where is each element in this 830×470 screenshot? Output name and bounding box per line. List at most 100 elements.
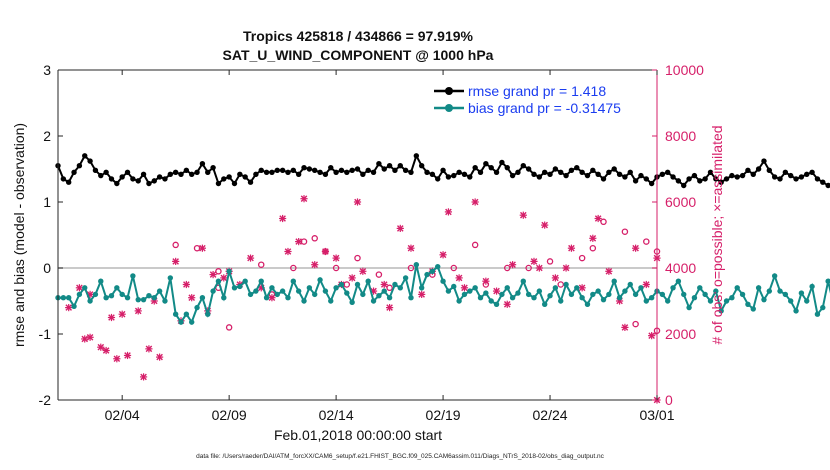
bias-point — [638, 285, 644, 291]
obs-possible-marker — [375, 271, 383, 278]
rmse-point — [381, 166, 387, 172]
obs-assimilated-marker — [492, 287, 501, 295]
bias-point — [568, 291, 575, 298]
rmse-point — [541, 169, 548, 175]
bias-point — [279, 288, 286, 294]
bias-point — [488, 298, 494, 304]
obs-assimilated-marker — [632, 244, 640, 252]
obs-assimilated-marker — [353, 198, 362, 206]
rmse-point — [547, 171, 553, 177]
bias-point — [338, 281, 345, 288]
bias-point — [809, 283, 815, 290]
obs-assimilated-marker — [396, 224, 404, 232]
rmse-point — [782, 169, 789, 175]
rmse-point — [600, 176, 607, 182]
rmse-point — [295, 171, 302, 177]
obs-assimilated-marker — [562, 264, 570, 272]
rmse-point — [745, 167, 751, 174]
rmse-point — [616, 171, 623, 177]
obs-assimilated-marker — [113, 355, 121, 363]
rmse-point — [130, 176, 136, 182]
obs-assimilated-marker — [578, 284, 586, 292]
rmse-point — [354, 166, 361, 172]
rmse-point — [135, 178, 141, 184]
y-left-tick-label: 2 — [43, 128, 51, 144]
rmse-point — [349, 167, 355, 174]
bias-point — [456, 298, 462, 304]
y-right-tick-label: 2000 — [665, 326, 696, 342]
rmse-point — [729, 172, 735, 179]
obs-assimilated-marker — [81, 335, 89, 343]
bias-point — [739, 291, 746, 298]
bias-point — [333, 285, 339, 291]
x-tick-label: 03/01 — [639, 407, 674, 423]
rmse-point — [413, 153, 420, 159]
rmse-point — [552, 166, 559, 172]
obs-assimilated-marker — [134, 307, 142, 315]
rmse-point — [397, 163, 403, 169]
bias-series — [55, 262, 830, 325]
bias-point — [707, 298, 714, 304]
rmse-point — [509, 172, 516, 179]
bias-point — [745, 301, 751, 307]
bias-point — [643, 298, 650, 304]
rmse-point — [386, 163, 393, 169]
rmse-point — [611, 166, 617, 172]
rmse-point — [370, 169, 377, 175]
bias-point — [718, 308, 724, 314]
rmse-point — [253, 171, 259, 177]
rmse-point — [798, 174, 805, 180]
rmse-point — [151, 178, 157, 184]
rmse-point — [317, 169, 323, 175]
bias-point — [172, 311, 179, 317]
rmse-point — [376, 161, 382, 167]
rmse-point — [301, 164, 307, 171]
rmse-point — [584, 172, 591, 179]
bias-point — [574, 285, 580, 291]
rmse-point — [713, 176, 719, 182]
y-left-tick-label: 0 — [43, 260, 51, 276]
obs-assimilated-marker — [541, 221, 549, 229]
bias-point — [729, 295, 735, 301]
rmse-point — [568, 167, 575, 174]
x-tick-label: 02/04 — [105, 407, 140, 423]
obs-possible-marker — [332, 264, 340, 272]
bias-point — [151, 295, 157, 301]
bias-point — [606, 291, 612, 298]
rmse-point — [306, 166, 313, 172]
obs-assimilated-marker — [535, 264, 543, 272]
obs-assimilated-marker — [123, 351, 132, 360]
rmse-point — [263, 169, 270, 175]
bias-point — [499, 291, 505, 298]
bias-point — [723, 298, 730, 304]
obs-possible-marker — [600, 218, 607, 226]
obs-possible-marker — [621, 228, 629, 235]
rmse-point — [777, 176, 783, 182]
obs-assimilated-marker — [75, 284, 83, 292]
bias-point — [520, 278, 526, 284]
obs-assimilated-marker — [444, 208, 453, 216]
bias-point — [825, 278, 830, 284]
bias-point — [611, 278, 617, 284]
rmse-point — [771, 174, 778, 180]
rmse-point — [226, 174, 232, 180]
obs-assimilated-marker — [107, 313, 116, 322]
rmse-point — [87, 158, 93, 164]
rmse-point — [761, 158, 767, 164]
bias-point — [108, 293, 115, 299]
bias-point — [71, 303, 77, 309]
rmse-point — [156, 174, 163, 180]
rmse-point — [707, 169, 714, 175]
bias-point — [103, 295, 109, 301]
obs-assimilated-marker — [118, 310, 126, 318]
bias-point — [681, 291, 687, 298]
rmse-point — [114, 180, 120, 187]
bias-point — [156, 288, 163, 294]
bias-point — [531, 295, 537, 301]
y-right-tick-label: 6000 — [665, 194, 696, 210]
bias-point — [804, 298, 810, 304]
obs-assimilated-marker — [508, 261, 517, 269]
bias-point — [146, 293, 152, 299]
rmse-point — [590, 167, 596, 174]
obs-assimilated-marker — [332, 254, 340, 262]
